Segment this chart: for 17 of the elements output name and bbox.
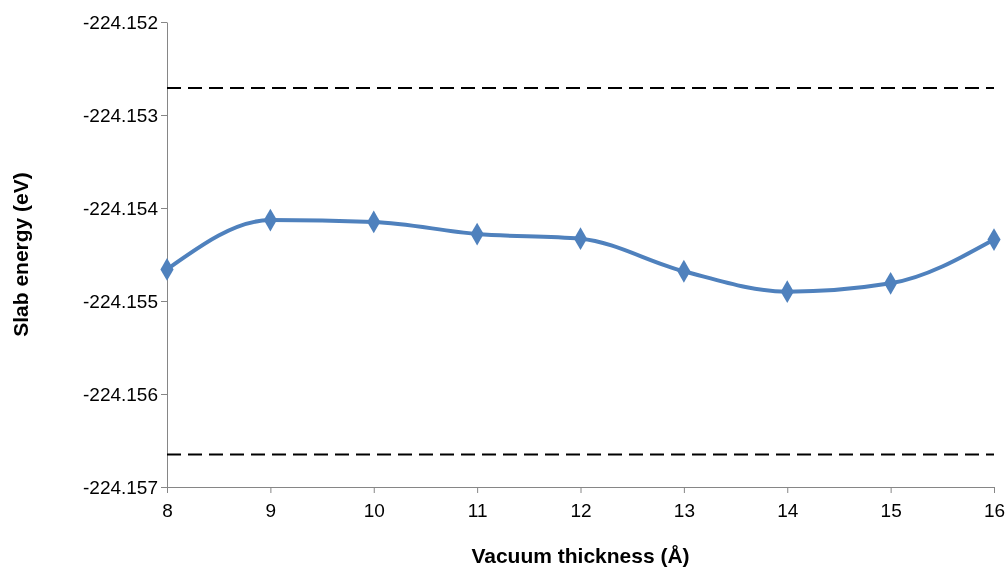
x-tick-label: 14 bbox=[777, 499, 799, 521]
y-tick-label: -224.155 bbox=[82, 290, 158, 312]
y-tick-label: -224.153 bbox=[82, 104, 158, 126]
y-axis-title: Slab energy (eV) bbox=[9, 172, 32, 337]
x-axis-title: Vacuum thickness (Å) bbox=[471, 544, 690, 567]
y-tick-label: -224.157 bbox=[82, 476, 158, 498]
x-tick-label: 15 bbox=[880, 499, 902, 521]
x-tick-label: 16 bbox=[983, 499, 1006, 521]
x-tick-label: 12 bbox=[570, 499, 592, 521]
x-tick-label: 9 bbox=[265, 499, 277, 521]
x-tick-label: 8 bbox=[162, 499, 173, 521]
x-tick-label: 11 bbox=[467, 499, 488, 521]
y-tick-label: -224.152 bbox=[82, 11, 158, 33]
y-tick-label: -224.154 bbox=[82, 197, 159, 219]
y-tick-label: -224.156 bbox=[82, 383, 158, 405]
x-tick-label: 13 bbox=[673, 499, 695, 521]
x-tick-label: 10 bbox=[363, 499, 385, 521]
